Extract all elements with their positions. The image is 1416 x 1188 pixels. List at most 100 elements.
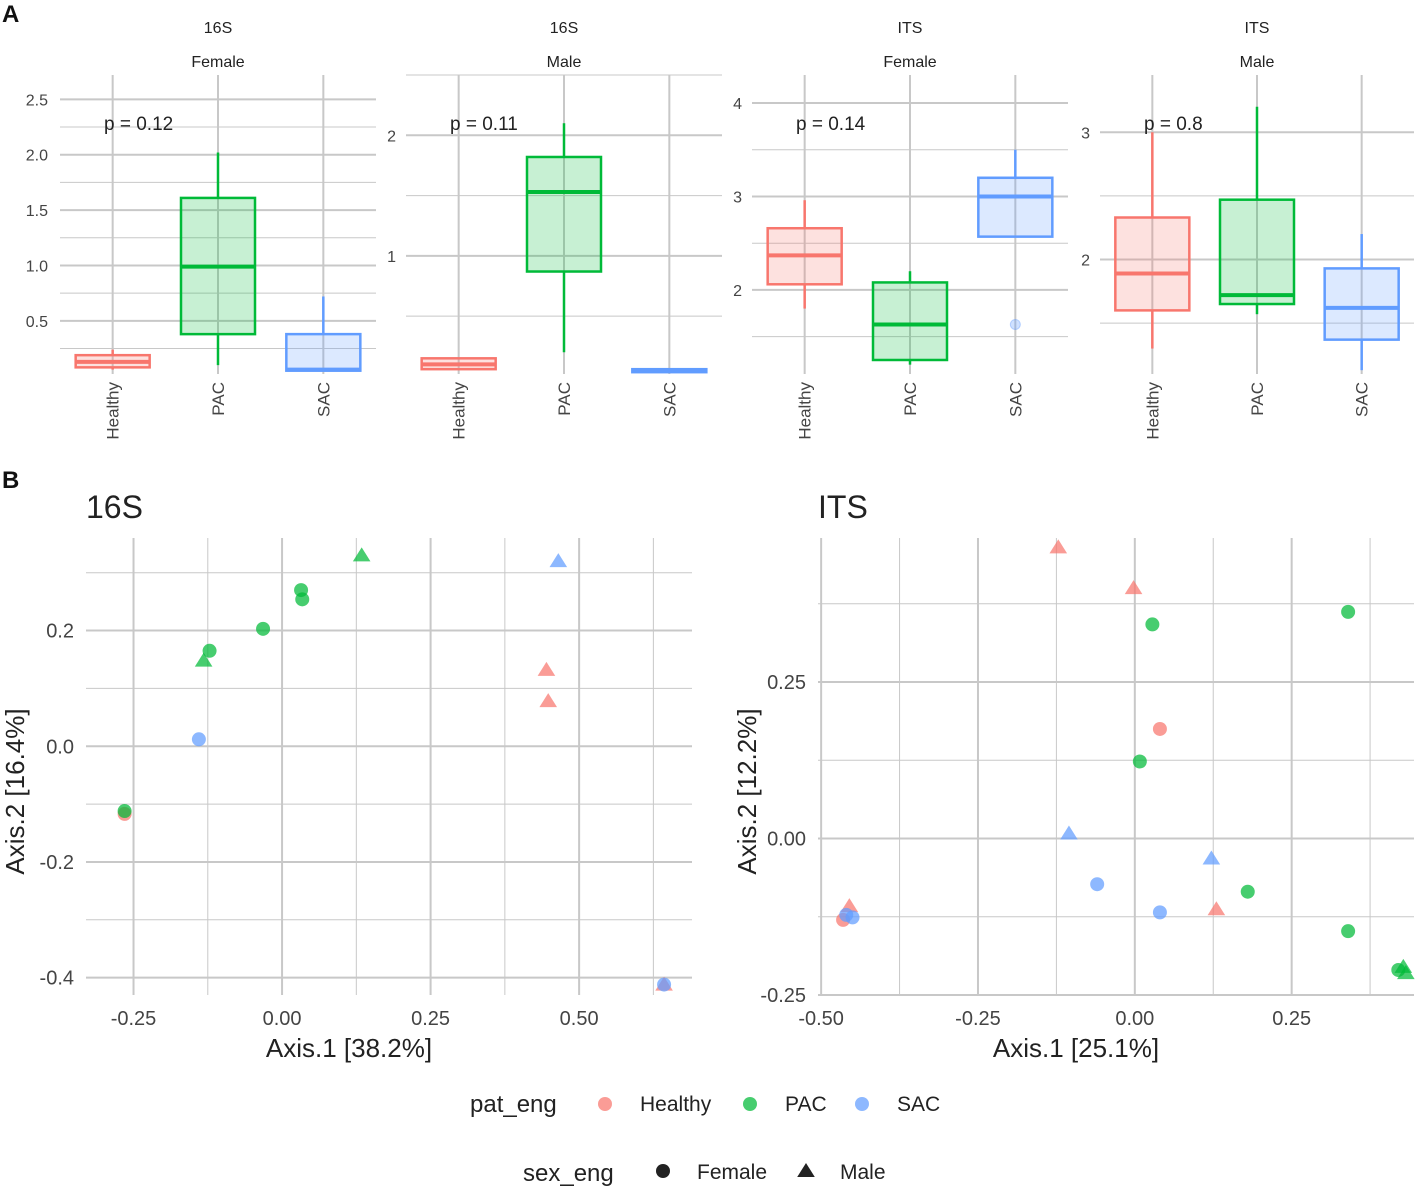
y-tick-label: 3 xyxy=(1081,125,1090,142)
y-tick-label: 3 xyxy=(733,189,742,206)
x-tick-label: PAC xyxy=(209,382,228,416)
box-panel-2: 16S Male 1 2 Healthy PAC SAC p = 0.11 xyxy=(387,20,722,440)
legend-color-title: pat_eng xyxy=(470,1091,557,1118)
point-pac-male xyxy=(1397,965,1415,980)
x-tick-label: SAC xyxy=(1006,382,1025,417)
strip-title: 16S xyxy=(204,20,232,37)
x-tick-label: SAC xyxy=(1353,382,1372,417)
y-tick-label: 2.5 xyxy=(26,92,48,109)
panel-label-a: A xyxy=(2,1,19,28)
x-tick-label: 0.25 xyxy=(411,1008,450,1030)
point-pac-male xyxy=(194,652,213,667)
x-tick-label: PAC xyxy=(901,382,920,416)
point-pac-female xyxy=(1132,754,1147,769)
y-axis-title: Axis.2 [12.2%] xyxy=(732,708,762,874)
x-tick-label: 0.50 xyxy=(560,1008,599,1030)
x-tick-label: 0.00 xyxy=(263,1008,302,1030)
y-tick-label: -0.4 xyxy=(40,968,74,990)
p-value-label: p = 0.12 xyxy=(104,114,173,135)
point-healthy-male xyxy=(539,693,558,708)
y-tick-label: 0.0 xyxy=(46,736,74,758)
y-tick-label: 0.00 xyxy=(767,828,806,850)
strip-title: 16S xyxy=(550,20,578,37)
box-panel-3: ITS Female 2 3 4 Healthy PAC SAC p = 0.14 xyxy=(733,20,1068,440)
point-healthy-female xyxy=(1152,721,1167,736)
point-sac-male xyxy=(1202,850,1221,865)
point-pac-female xyxy=(117,804,132,819)
x-tick-label: SAC xyxy=(314,382,333,417)
x-axis-title: Axis.1 [25.1%] xyxy=(993,1033,1159,1063)
x-tick-label: -0.25 xyxy=(111,1008,157,1030)
y-tick-label: -0.2 xyxy=(40,852,74,874)
y-tick-label: 1 xyxy=(387,249,396,266)
strip-subtitle: Male xyxy=(1240,54,1275,71)
x-tick-label: 0.25 xyxy=(1272,1008,1311,1030)
outlier-point xyxy=(1009,318,1021,330)
box-pac xyxy=(1218,198,1296,306)
p-value-label: p = 0.14 xyxy=(796,114,866,135)
y-tick-label: 1.0 xyxy=(26,258,48,275)
y-tick-label: -0.25 xyxy=(760,985,806,1007)
strip-title: ITS xyxy=(898,20,923,37)
x-tick-label: Healthy xyxy=(1143,382,1162,440)
y-tick-label: 4 xyxy=(733,96,742,113)
p-value-label: p = 0.8 xyxy=(1144,114,1203,135)
point-sac-female xyxy=(1090,877,1105,892)
x-tick-label: PAC xyxy=(1248,382,1267,416)
point-sac-female xyxy=(657,977,672,992)
y-tick-label: 0.2 xyxy=(46,621,74,643)
point-sac-female xyxy=(845,910,860,925)
plot-title: ITS xyxy=(818,489,868,525)
y-tick-label: 0.5 xyxy=(26,314,48,331)
point-pac-female xyxy=(1341,604,1356,619)
box-pac xyxy=(871,281,949,362)
x-tick-label: Healthy xyxy=(450,381,469,439)
point-pac-female xyxy=(295,592,310,607)
legend-label-sac: SAC xyxy=(897,1093,940,1116)
x-tick-label: PAC xyxy=(555,382,574,416)
box-pac xyxy=(525,155,603,273)
point-healthy-male xyxy=(537,661,556,676)
box-healthy xyxy=(1114,216,1191,312)
legend-key-male xyxy=(797,1163,815,1177)
plots-layer: 16S Female 0.5 1.0 1.5 2.0 2.5 Healthy PAC SAC p =… xyxy=(0,20,1415,1063)
point-healthy-male xyxy=(1124,580,1143,595)
y-tick-label: 2 xyxy=(387,128,396,145)
x-tick-label: -0.25 xyxy=(955,1008,1001,1030)
y-tick-label: 2.0 xyxy=(26,148,48,165)
legend-key-pac xyxy=(743,1097,757,1111)
box-sac xyxy=(1323,267,1400,341)
point-sac-female xyxy=(191,732,206,747)
point-pac-female xyxy=(1341,924,1356,939)
ordination-panel-1: -0.25 0.00 0.25 0.50 -0.4 -0.2 0.0 0.2 16S Axis.1… xyxy=(0,489,692,1063)
point-sac-male xyxy=(1060,825,1078,840)
point-healthy-male xyxy=(1049,539,1068,554)
y-tick-label: 2 xyxy=(733,283,742,300)
x-tick-label: 0.00 xyxy=(1115,1008,1154,1030)
point-pac-male xyxy=(352,547,371,562)
point-sac-female xyxy=(1152,905,1167,920)
strip-subtitle: Male xyxy=(547,54,582,71)
legend-key-female xyxy=(656,1164,670,1178)
point-pac-female xyxy=(1145,617,1160,632)
p-value-label: p = 0.11 xyxy=(450,114,518,135)
legend-shape-title: sex_eng xyxy=(523,1160,614,1187)
panel-label-b: B xyxy=(2,467,19,494)
y-tick-label: 0.25 xyxy=(767,672,806,694)
legend-label-pac: PAC xyxy=(785,1093,827,1116)
x-tick-label: Healthy xyxy=(796,382,815,440)
box-sac xyxy=(285,332,362,372)
point-pac-female xyxy=(256,621,271,636)
plot-title: 16S xyxy=(86,489,143,525)
x-axis-title: Axis.1 [38.2%] xyxy=(266,1033,432,1063)
legend-key-healthy xyxy=(598,1097,612,1111)
x-tick-label: -0.50 xyxy=(798,1008,844,1030)
legend-key-sac xyxy=(855,1097,869,1111)
strip-subtitle: Female xyxy=(191,54,244,71)
point-pac-female xyxy=(1240,884,1255,899)
y-tick-label: 2 xyxy=(1081,252,1090,269)
x-tick-label: Healthy xyxy=(104,382,123,440)
legend-label-female: Female xyxy=(697,1161,767,1184)
point-healthy-male xyxy=(1207,901,1226,916)
